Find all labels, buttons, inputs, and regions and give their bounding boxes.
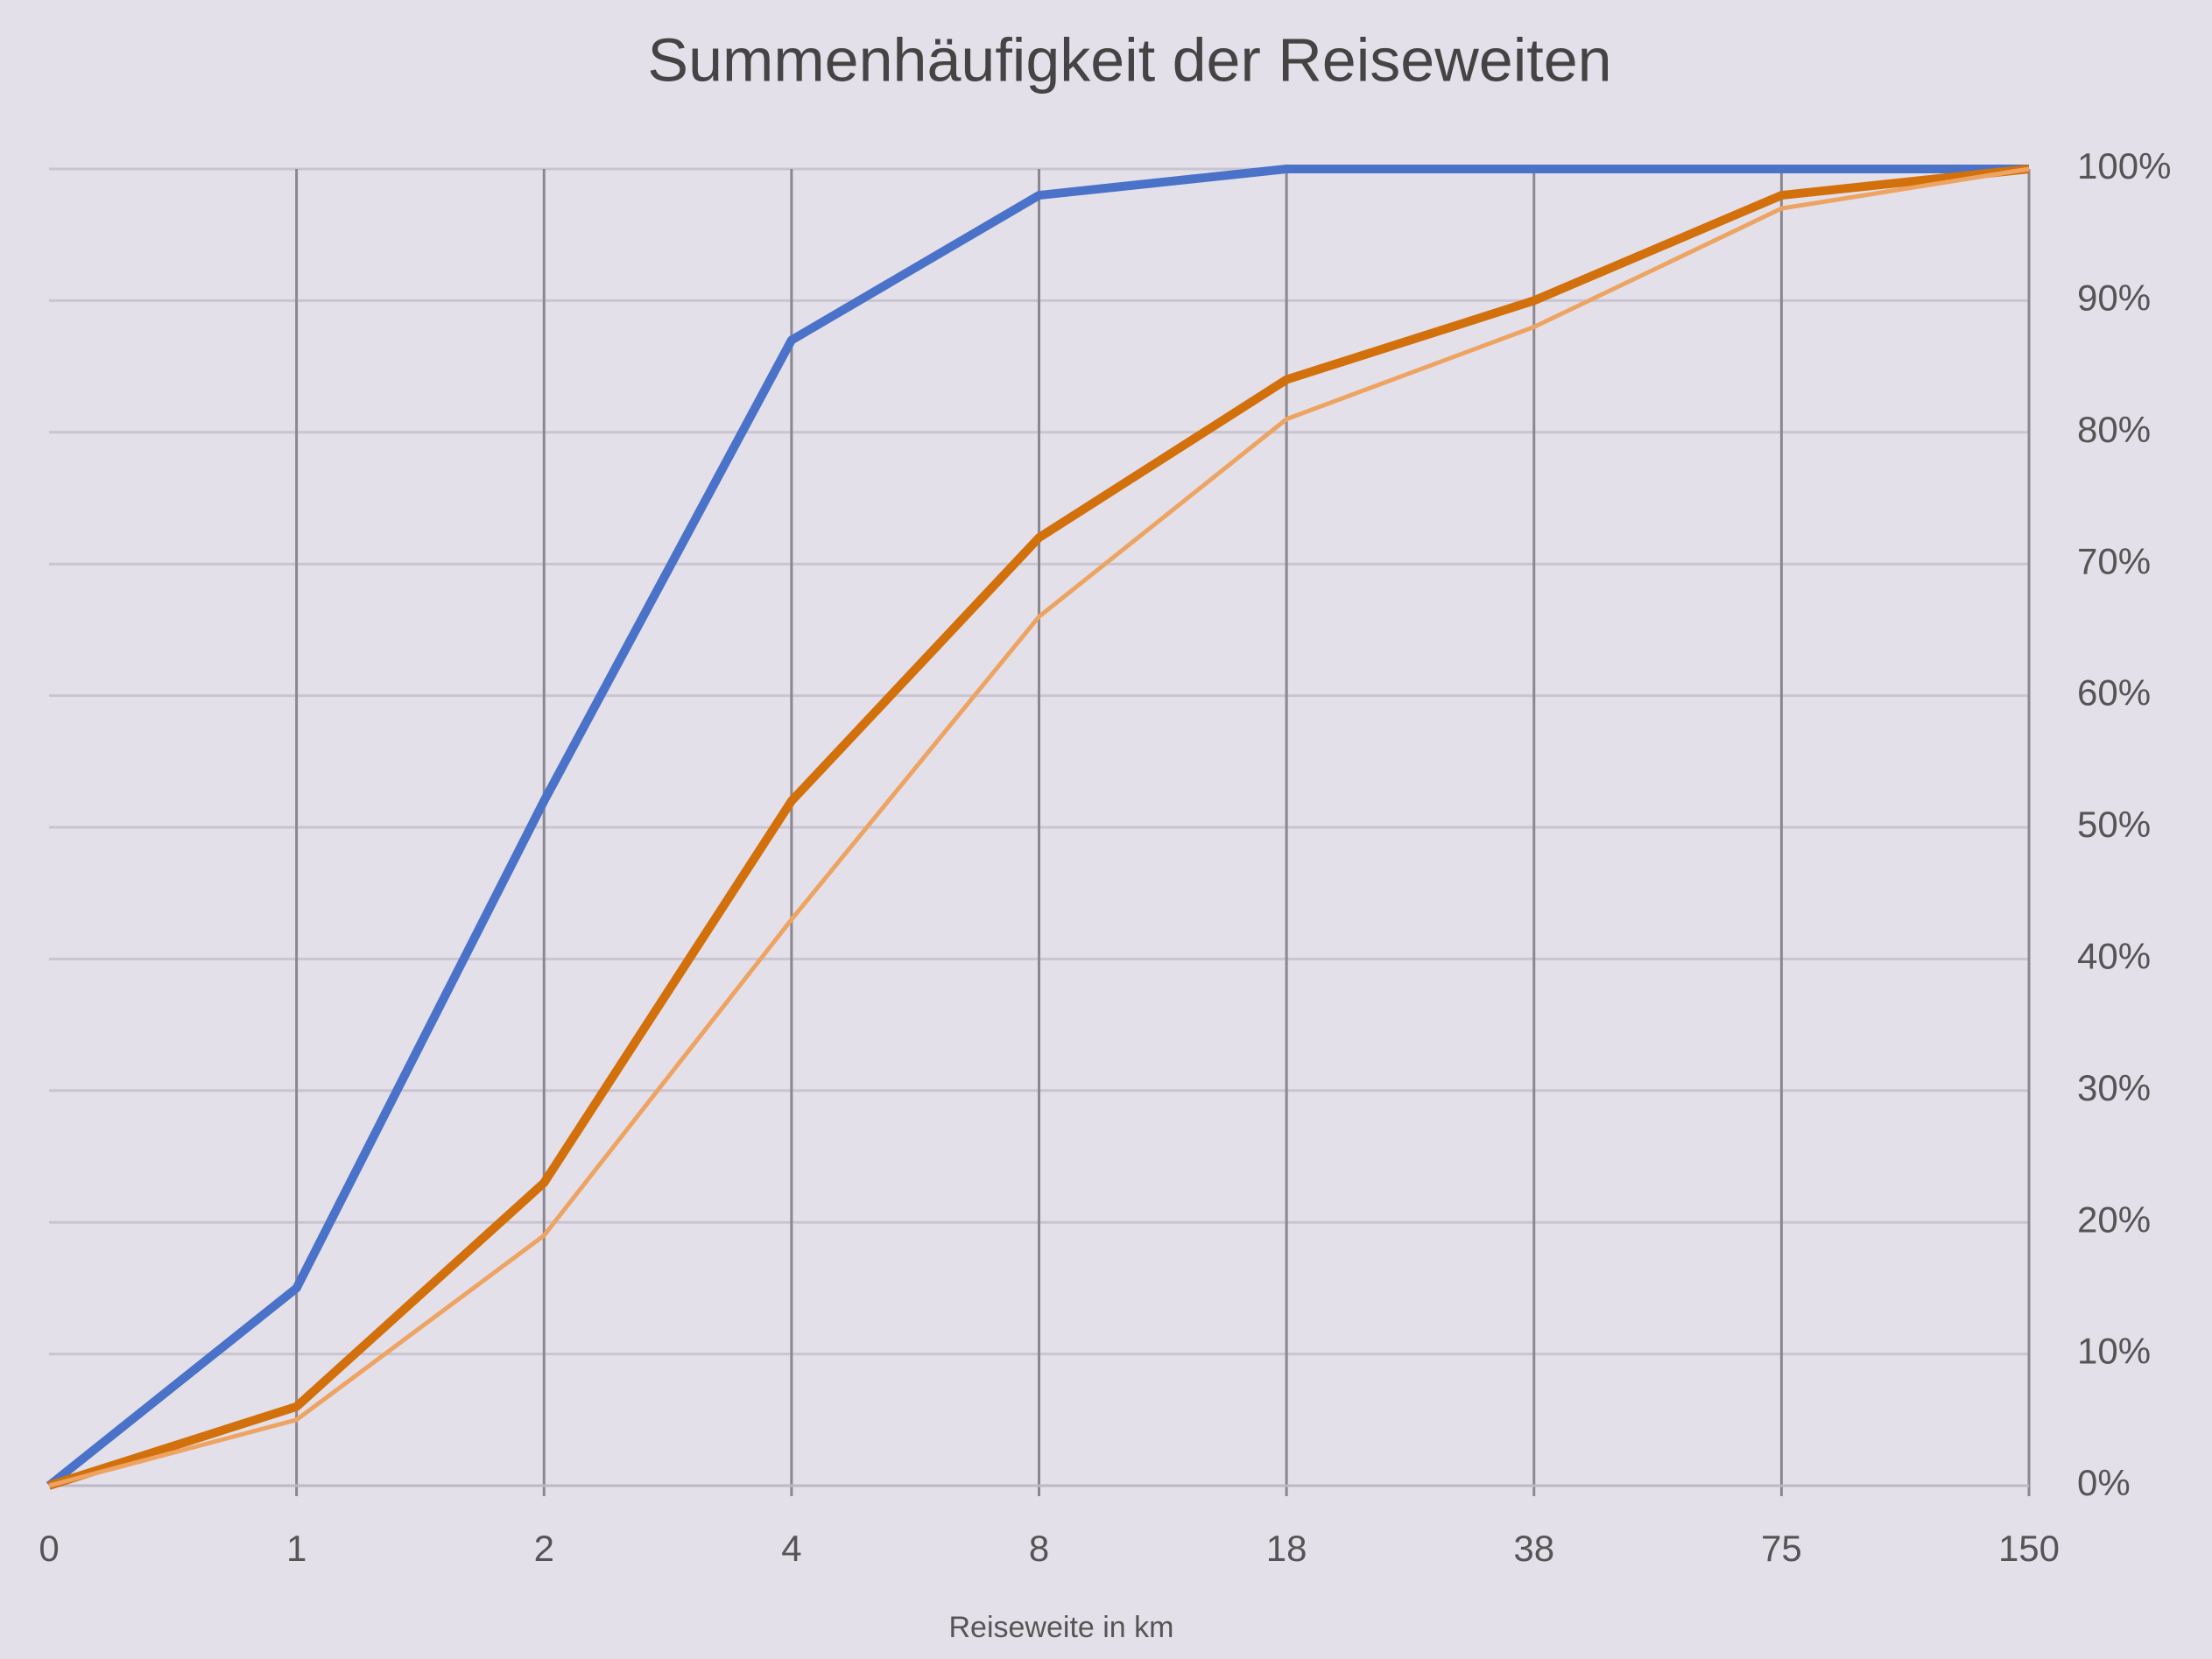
data-line	[48, 166, 2030, 1488]
x-tick-label: 38	[1513, 1528, 1554, 1569]
x-tick-label: 150	[1998, 1528, 2060, 1569]
y-tick-label: 90%	[2077, 277, 2151, 318]
y-tick-label: 30%	[2077, 1067, 2151, 1108]
x-axis-title: Reiseweite in km	[949, 1611, 1174, 1644]
y-tick-label: 60%	[2077, 672, 2151, 714]
x-tick-label: 8	[1029, 1528, 1049, 1569]
chart-title: Summenhäufigkeit der Reiseweiten	[647, 25, 1611, 94]
y-tick-label: 100%	[2077, 145, 2171, 186]
x-tick-label: 1	[286, 1528, 306, 1569]
x-tick-label: 2	[534, 1528, 554, 1569]
data-line	[47, 165, 2030, 1490]
y-tick-label: 20%	[2077, 1199, 2151, 1240]
data-line	[46, 165, 2029, 1489]
y-tick-label: 70%	[2077, 540, 2151, 581]
x-tick-label: 4	[781, 1528, 801, 1569]
x-tick-label: 0	[39, 1528, 59, 1569]
x-tick-label: 18	[1266, 1528, 1307, 1569]
y-tick-label: 40%	[2077, 935, 2151, 976]
y-tick-label: 10%	[2077, 1331, 2151, 1372]
y-tick-label: 50%	[2077, 804, 2151, 845]
y-tick-label: 0%	[2077, 1462, 2131, 1503]
y-tick-label: 80%	[2077, 409, 2151, 450]
x-tick-label: 75	[1761, 1528, 1802, 1569]
